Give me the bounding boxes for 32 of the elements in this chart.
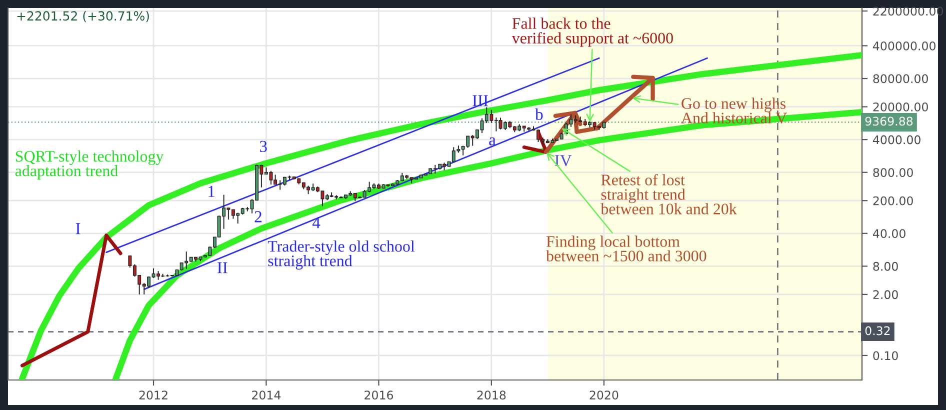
y-tick-label: 8.00 <box>873 262 898 271</box>
y-tick-label: 2.00 <box>873 290 898 300</box>
y-tick-label: 400000.00 <box>872 41 936 50</box>
annotation: I <box>76 223 80 234</box>
y-tick-label: 80000.00 <box>873 74 928 84</box>
annotation: +2201.52 (+30.71%) <box>17 10 149 22</box>
y-tick-label: 800.00 <box>873 168 913 178</box>
x-tick-label: 2018 <box>477 390 506 400</box>
annotation: 2 <box>254 211 262 222</box>
y-tick-label: 40.00 <box>872 229 906 238</box>
annotation: SQRT-style technology adaptation trend <box>15 150 164 180</box>
annotation: 1 <box>208 186 214 197</box>
x-tick-label: 2020 <box>590 390 618 400</box>
y-tick-label: 0.10 <box>873 351 898 360</box>
line-series <box>20 234 122 368</box>
y-tick-label: 200.00 <box>873 196 913 206</box>
annotation: Finding local bottom between ~1500 and 3000 <box>546 236 706 262</box>
y-tick-label: 20000.00 <box>873 102 928 112</box>
annotation: b <box>535 108 543 120</box>
y-tick-label: 4000.00 <box>872 135 920 144</box>
annotation: Trader-style old school straight trend <box>268 240 415 270</box>
x-tick-label: 2012 <box>139 390 168 400</box>
annotation: II <box>217 262 228 274</box>
ref-line-label: 0.32 <box>865 326 890 336</box>
annotation: Fall back to the verified support at ~6000 <box>512 18 673 47</box>
x-tick-label: 2014 <box>252 390 281 400</box>
x-tick-label: 2016 <box>364 390 394 400</box>
annotation: Retest of lost straight trend between 10k and 20k <box>600 174 737 214</box>
ref-line-label: 9369.88 <box>865 116 913 126</box>
annotation: IV <box>554 155 572 166</box>
annotation: 3 <box>260 140 267 152</box>
annotation: a <box>489 137 496 146</box>
